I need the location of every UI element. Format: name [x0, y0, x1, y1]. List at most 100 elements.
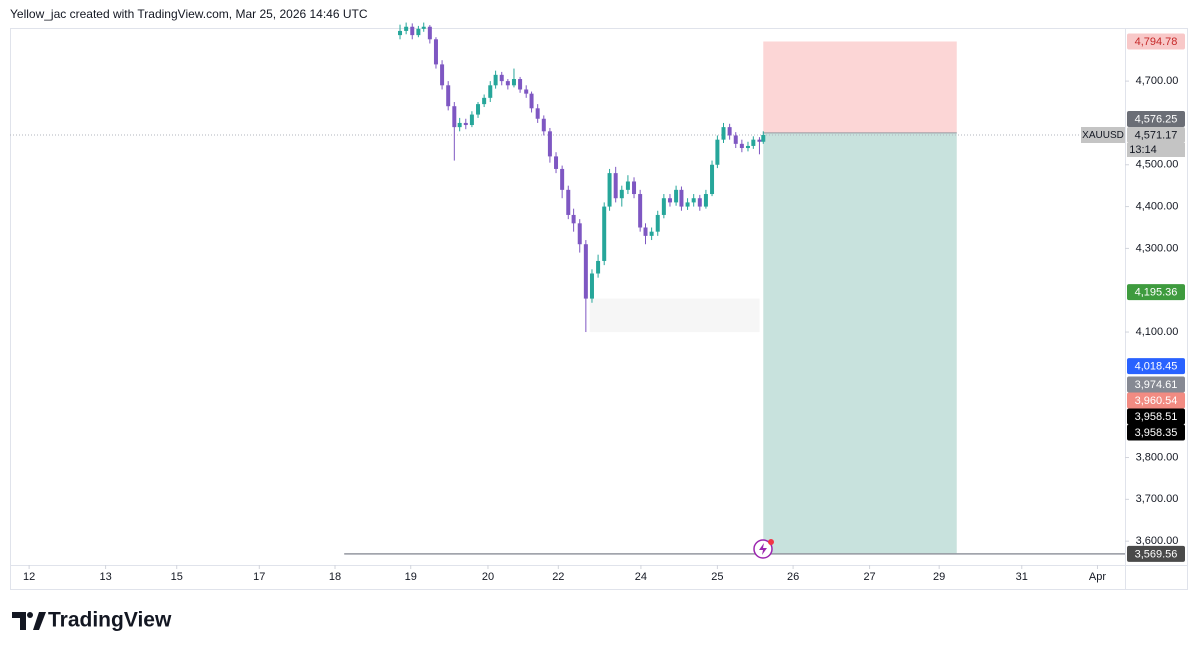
candle-body: [715, 139, 720, 165]
candle-body: [518, 79, 523, 90]
x-tick-label: 26: [787, 571, 799, 583]
x-tick-label: 20: [482, 571, 494, 583]
stop-area: [763, 41, 957, 133]
candle-body: [589, 273, 594, 299]
price-label-box: [1127, 126, 1185, 143]
candle-body: [757, 139, 762, 142]
candle-body: [710, 164, 715, 195]
candle-body: [577, 223, 582, 245]
candle-body: [421, 26, 426, 29]
candle-body: [541, 118, 546, 132]
price-label-box: [1127, 284, 1185, 301]
candle-body: [529, 93, 534, 109]
countdown: 13:14: [1129, 144, 1157, 156]
price-label: 3,958.51: [1135, 411, 1178, 423]
symbol-label: XAUUSD: [1082, 130, 1124, 141]
price-label: 4,195.36: [1135, 287, 1178, 299]
candle-body: [469, 114, 474, 126]
x-tick-label: 18: [329, 571, 341, 583]
tradingview-logo[interactable]: TradingView: [12, 609, 172, 632]
logo-text: TradingView: [48, 609, 172, 632]
x-tick-label: 29: [933, 571, 945, 583]
alert-icon[interactable]: [753, 539, 774, 559]
candle-body: [685, 202, 690, 207]
x-tick-label: 17: [253, 571, 265, 583]
candle-body: [625, 181, 630, 190]
x-tick-label: Apr: [1089, 571, 1106, 583]
y-tick-label: 4,100.00: [1136, 326, 1179, 338]
candle-body: [596, 260, 601, 274]
candle-body: [482, 97, 487, 105]
y-tick-label: 3,800.00: [1136, 451, 1179, 463]
candle-body: [476, 104, 481, 115]
price-label-box: [1127, 110, 1185, 127]
candle-body: [547, 131, 552, 157]
candle-body: [761, 134, 766, 142]
x-tick-label: 12: [23, 571, 35, 583]
candle-body: [649, 231, 654, 236]
candle-body: [745, 145, 750, 149]
candle-body: [488, 85, 493, 98]
countdown-box: [1127, 142, 1185, 157]
price-label-box: [1127, 392, 1185, 409]
candle-body: [613, 173, 618, 199]
x-tick-label: 24: [635, 571, 647, 583]
candle-body: [463, 122, 468, 126]
price-label: 4,018.45: [1135, 361, 1178, 373]
candle-body: [416, 28, 421, 36]
candle-body: [427, 26, 432, 40]
candle-body: [398, 30, 403, 36]
price-label-box: [1127, 408, 1185, 425]
candle-body: [643, 227, 648, 236]
price-label: 3,974.61: [1135, 379, 1178, 391]
y-tick-label: 3,600.00: [1136, 535, 1179, 547]
candle-body: [733, 135, 738, 144]
price-label-box: [1127, 358, 1185, 375]
price-label-box: [1127, 376, 1185, 393]
candle-body: [602, 206, 607, 261]
x-tick-label: 22: [552, 571, 564, 583]
candle-body: [727, 127, 732, 136]
price-label: 4,576.25: [1135, 113, 1178, 125]
candle-body: [433, 39, 438, 65]
candle-body: [638, 194, 643, 228]
candle-body: [511, 79, 516, 86]
y-tick-label: 3,700.00: [1136, 493, 1179, 505]
candle-body: [410, 26, 415, 36]
x-tick-label: 19: [405, 571, 417, 583]
candle-body: [632, 181, 637, 195]
zone-box: [589, 298, 760, 333]
price-label: 3,569.56: [1135, 548, 1178, 560]
candle-body: [667, 198, 672, 203]
candle-body: [452, 106, 457, 128]
candle-body: [535, 108, 540, 119]
candle-body: [703, 194, 708, 207]
price-label: 4,794.78: [1135, 36, 1178, 48]
x-tick-label: 15: [171, 571, 183, 583]
candle-body: [583, 244, 588, 299]
price-label: 4,571.17: [1135, 129, 1178, 141]
candle-body: [751, 139, 756, 146]
candle-body: [560, 168, 565, 190]
candle-body: [661, 198, 666, 215]
candle-body: [524, 89, 529, 94]
candle-body: [493, 74, 498, 86]
y-tick-label: 4,400.00: [1136, 200, 1179, 212]
candle-body: [446, 85, 451, 107]
candle-body: [655, 214, 660, 232]
candle-body: [691, 198, 696, 203]
candle-body: [554, 156, 559, 169]
y-tick-label: 4,300.00: [1136, 242, 1179, 254]
candle-body: [721, 127, 726, 140]
candle-body: [571, 214, 576, 224]
target-area: [763, 132, 957, 554]
header-text: Yellow_jac created with TradingView.com,…: [10, 7, 368, 21]
candle-body: [457, 122, 462, 128]
price-label-box: [1127, 424, 1185, 441]
candle-body: [404, 26, 409, 31]
candle-body: [679, 189, 684, 207]
y-tick-label: 4,700.00: [1136, 75, 1179, 87]
x-tick-label: 31: [1016, 571, 1028, 583]
